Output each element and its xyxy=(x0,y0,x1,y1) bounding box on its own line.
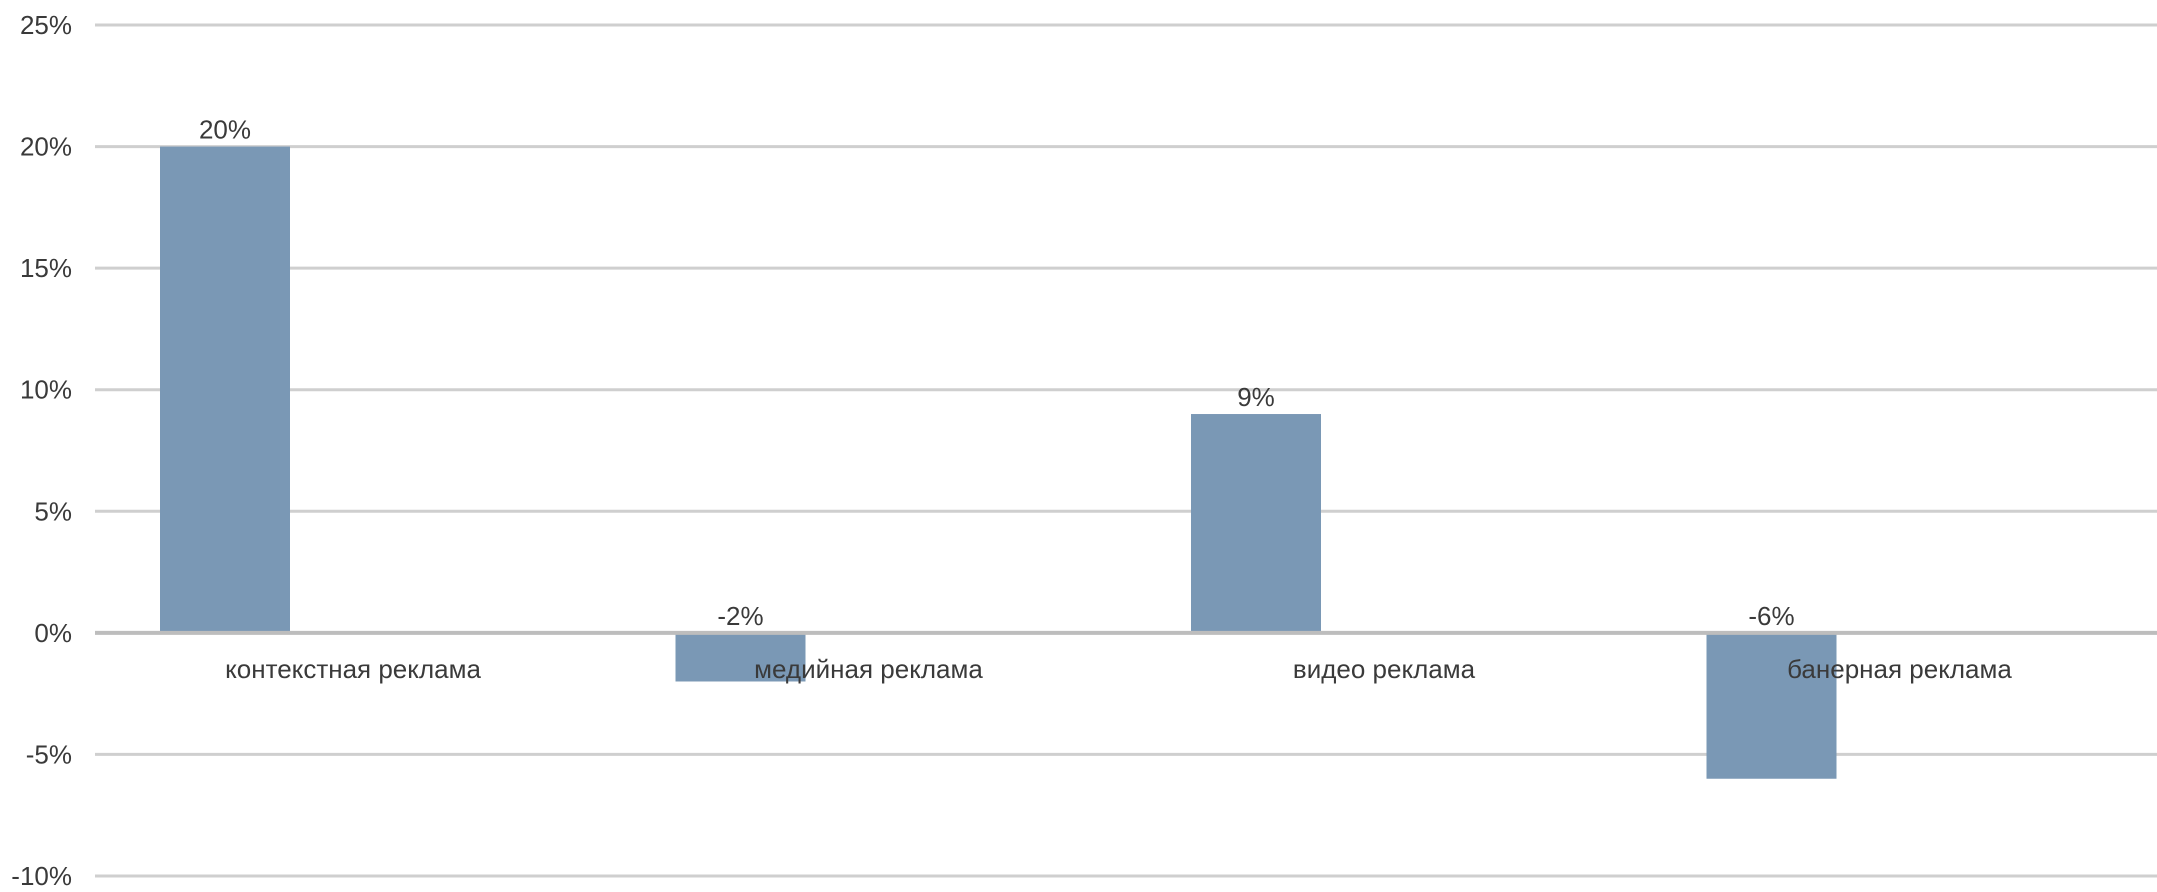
grid-lines xyxy=(95,23,2157,878)
data-label: -6% xyxy=(1748,601,1794,631)
category-label: видео реклама xyxy=(1293,654,1476,684)
y-tick-label: 5% xyxy=(34,496,72,526)
data-label: 20% xyxy=(199,115,251,145)
y-tick-label: 0% xyxy=(34,618,72,648)
bar xyxy=(160,146,290,633)
bars xyxy=(160,146,1837,779)
y-tick-label: -5% xyxy=(26,739,72,769)
y-axis-tick-labels: 25% 20% 15% 10% 5% 0% -5% -10% xyxy=(11,10,72,891)
category-label: контекстная реклама xyxy=(225,654,481,684)
y-tick-label: 20% xyxy=(20,132,72,162)
bar xyxy=(675,632,806,682)
bar xyxy=(1706,632,1837,779)
category-label: банерная реклама xyxy=(1787,654,2012,684)
data-label: 9% xyxy=(1237,382,1275,412)
y-tick-label: 10% xyxy=(20,375,72,405)
y-tick-label: 25% xyxy=(20,10,72,40)
y-tick-label: -10% xyxy=(11,861,72,891)
data-label: -2% xyxy=(717,601,763,631)
bar xyxy=(1191,414,1321,633)
category-label: медийная реклама xyxy=(754,654,983,684)
data-labels: 20% -2% 9% -6% xyxy=(199,115,1795,631)
y-tick-label: 15% xyxy=(20,253,72,283)
category-labels: контекстная реклама медийная реклама видео… xyxy=(225,654,2012,684)
